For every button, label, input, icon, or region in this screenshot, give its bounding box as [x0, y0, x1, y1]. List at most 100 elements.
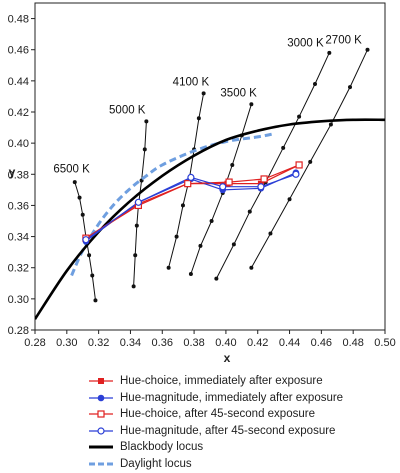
- cct-point: [142, 147, 147, 152]
- legend-item: Hue-magnitude, immediately after exposur…: [88, 390, 388, 407]
- legend-swatch: [89, 378, 113, 384]
- x-tick-label: 0.42: [247, 337, 268, 349]
- cct-point: [281, 145, 286, 150]
- series-3-point: [184, 180, 192, 188]
- cct-point: [268, 231, 273, 236]
- y-tick-label: 0.44: [8, 76, 29, 88]
- series-3-point: [260, 175, 268, 183]
- x-tick-label: 0.34: [120, 337, 141, 349]
- legend-swatch: [89, 427, 113, 435]
- series-4-point: [292, 170, 300, 178]
- y-tick-label: 0.34: [8, 232, 29, 244]
- plot-curves: [35, 47, 385, 320]
- cct-point: [313, 81, 317, 86]
- series-4-point: [257, 183, 265, 191]
- cct-line: [250, 49, 368, 268]
- series-3-point: [225, 178, 233, 186]
- cct-point: [144, 119, 149, 124]
- legend-swatch: [89, 462, 113, 466]
- series-line-4: [85, 173, 297, 241]
- cct-point: [249, 265, 254, 270]
- plot-area: 0.28 0.30 0.32 0.34 0.36 0.38 0.40 0.42 0.44 0.46…: [8, 2, 396, 365]
- x-tick-label: 0.30: [56, 337, 77, 349]
- cct-label: 4100 K: [173, 77, 210, 89]
- cct-point: [180, 203, 185, 208]
- legend-label: Hue-magnitude, immediately after exposur…: [120, 391, 344, 404]
- legend-item: Blackbody locus: [88, 439, 388, 456]
- cct-point: [133, 253, 138, 258]
- legend-item: Hue-choice, immediately after exposure: [88, 373, 388, 390]
- x-tick-label: 0.44: [279, 337, 300, 349]
- cct-label: 3500 K: [220, 87, 257, 99]
- legend-swatch: [89, 394, 113, 401]
- series-4-point: [82, 236, 90, 244]
- cct-point: [230, 162, 235, 167]
- legend: Hue-choice, immediately after exposure Hu…: [88, 373, 388, 473]
- cct-point: [231, 242, 236, 247]
- blackbody-locus-curve: [35, 118, 385, 320]
- cct-label: 3000 K: [287, 38, 324, 50]
- x-tick-label: 0.46: [311, 337, 332, 349]
- legend-item: Daylight locus: [88, 456, 388, 473]
- cct-label: 6500 K: [53, 164, 90, 176]
- cct-point: [166, 265, 171, 270]
- cct-point: [188, 271, 193, 276]
- y-tick-label: 0.32: [8, 263, 29, 275]
- cct-point: [247, 209, 252, 214]
- series-4-point: [134, 198, 143, 206]
- legend-item: Hue-magnitude, after 45-second exposure: [88, 423, 388, 440]
- y-tick-label: 0.42: [8, 107, 29, 119]
- cct-point: [72, 180, 77, 185]
- x-tick-label: 0.36: [152, 337, 173, 349]
- cct-label: 2700 K: [325, 34, 362, 46]
- x-tick-label: 0.40: [215, 337, 236, 349]
- cct-point: [198, 243, 203, 248]
- legend-label: Daylight locus: [120, 457, 192, 470]
- cct-point: [287, 197, 292, 202]
- daylight-locus-curve: [70, 132, 274, 277]
- y-tick-label: 0.38: [8, 169, 29, 181]
- cct-point: [249, 102, 254, 107]
- plot-frame: [34, 2, 386, 331]
- cct-point: [174, 234, 179, 239]
- legend-swatch: [89, 445, 113, 449]
- x-tick-label: 0.50: [374, 337, 395, 349]
- cct-point: [308, 159, 313, 164]
- series-4-point: [219, 183, 227, 191]
- y-tick-label: 0.40: [8, 138, 29, 150]
- y-tick-label: 0.48: [8, 14, 29, 26]
- cct-point: [201, 91, 206, 96]
- cct-point: [87, 253, 92, 258]
- legend-label: Hue-choice, after 45-second exposure: [120, 408, 315, 421]
- y-axis-label: y: [9, 165, 16, 179]
- x-axis-label: x: [224, 351, 231, 365]
- y-tick-label: 0.36: [8, 200, 29, 212]
- cct-point: [328, 122, 333, 127]
- x-tick-label: 0.48: [342, 337, 363, 349]
- cct-point: [327, 50, 332, 55]
- legend-label: Hue-magnitude, after 45-second exposure: [120, 424, 336, 437]
- series-3-point: [295, 161, 303, 169]
- cct-point: [348, 85, 352, 90]
- cct-point: [93, 298, 98, 303]
- cct-point: [209, 219, 214, 223]
- y-tick-label: 0.30: [8, 294, 29, 306]
- cct-label: 5000 K: [109, 105, 146, 117]
- cct-point: [365, 47, 370, 52]
- cct-point: [297, 114, 302, 119]
- legend-item: Hue-choice, after 45-second exposure: [88, 406, 388, 423]
- legend-swatch: [89, 410, 113, 418]
- cct-point: [196, 116, 201, 121]
- cct-point: [77, 195, 82, 200]
- series-4-point: [187, 173, 195, 181]
- cct-point: [131, 284, 136, 289]
- legend-label: Hue-choice, immediately after exposure: [120, 375, 323, 387]
- legend-label: Blackbody locus: [120, 441, 204, 454]
- cct-point: [80, 212, 85, 217]
- cct-point: [90, 273, 95, 278]
- cct-point: [214, 276, 219, 281]
- x-tick-label: 0.32: [88, 337, 109, 349]
- x-tick-label: 0.28: [24, 337, 45, 349]
- y-tick-label: 0.28: [8, 325, 29, 337]
